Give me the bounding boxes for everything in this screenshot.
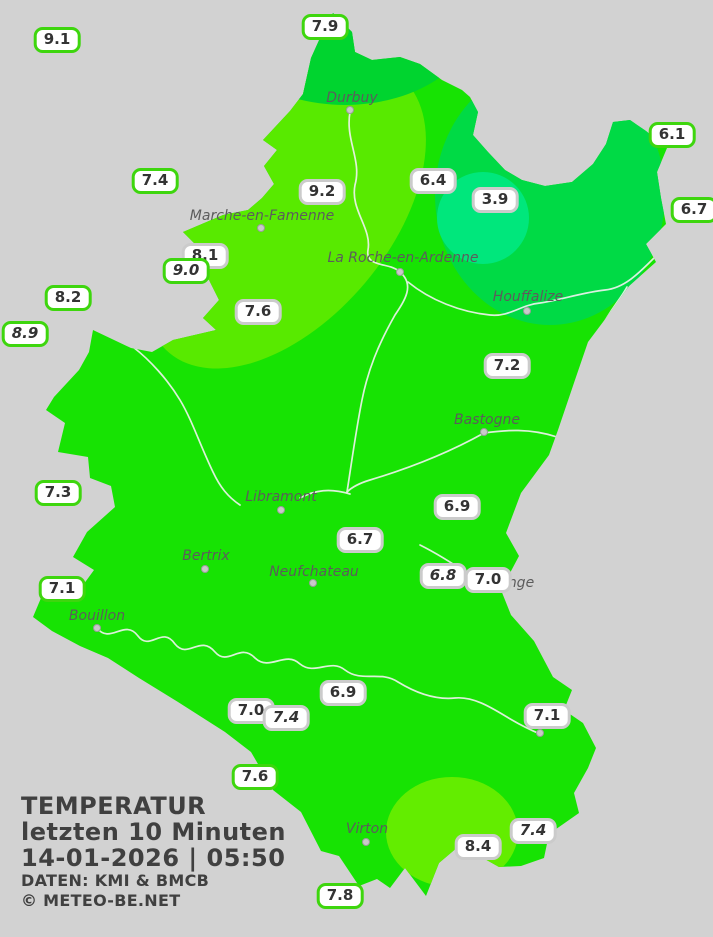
copyright: © METEO-BE.NET — [21, 891, 181, 910]
station-temperature-label: 7.0 — [464, 567, 512, 593]
station-temperature-label: 6.9 — [319, 680, 367, 706]
station-temperature-label: 6.9 — [433, 494, 481, 520]
station-temperature-label: 3.9 — [471, 187, 519, 213]
station-temperature-label: 6.7 — [670, 197, 713, 223]
city-dot-marker — [536, 729, 544, 737]
city-name-label: Virton — [345, 821, 389, 837]
river-houffalize — [407, 256, 656, 316]
city-dot-marker — [93, 624, 101, 632]
station-temperature-label: 7.4 — [131, 168, 179, 194]
station-temperature-label: 7.6 — [234, 299, 282, 325]
city-name-label: Marche-en-Famenne — [189, 208, 335, 224]
city-dot-marker — [362, 838, 370, 846]
city-dot-marker — [396, 268, 404, 276]
data-sources: DATEN: KMI & BMCB — [21, 871, 210, 890]
station-temperature-label: 7.2 — [483, 353, 531, 379]
station-temperature-label: 7.4 — [262, 705, 310, 731]
city-dot-marker — [277, 506, 285, 514]
map-title: TEMPERATUR — [21, 792, 207, 820]
station-temperature-label: 7.4 — [509, 818, 557, 844]
zone-virton-warm — [386, 777, 518, 887]
station-temperature-label: 8.9 — [1, 321, 49, 347]
station-temperature-label: 6.4 — [409, 168, 457, 194]
city-dot-marker — [309, 579, 317, 587]
city-dot-marker — [257, 224, 265, 232]
station-temperature-label: 8.2 — [44, 285, 92, 311]
title-block: TEMPERATUR letzten 10 Minuten 14-01-2026… — [21, 793, 286, 911]
station-temperature-label: 7.8 — [316, 883, 364, 909]
map-subtitle: letzten 10 Minuten — [21, 818, 287, 846]
station-temperature-label: 9.0 — [162, 258, 210, 284]
station-temperature-label: 6.7 — [336, 527, 384, 553]
city-name-label: La Roche-en-Ardenne — [327, 250, 479, 266]
station-temperature-label: 7.1 — [38, 576, 86, 602]
river-libramont — [299, 489, 351, 499]
city-dot-marker — [201, 565, 209, 573]
station-temperature-label: 7.3 — [34, 480, 82, 506]
city-name-label: nge — [507, 575, 535, 591]
station-temperature-label: 7.6 — [231, 764, 279, 790]
city-dot-marker — [346, 106, 354, 114]
city-name-label: Bouillon — [68, 608, 126, 624]
city-name-label: Libramont — [245, 489, 317, 505]
city-name-label: Houffalize — [492, 289, 564, 305]
river-bastogne — [346, 429, 558, 493]
city-name-label: Durbuy — [326, 90, 378, 106]
river-west-branch — [132, 346, 241, 506]
station-temperature-label: 7.1 — [523, 703, 571, 729]
city-dot-marker — [523, 307, 531, 315]
city-name-label: Bertrix — [182, 548, 230, 564]
city-name-label: Neufchateau — [269, 564, 359, 580]
station-temperature-label: 9.1 — [33, 27, 81, 53]
station-temperature-label: 8.4 — [454, 834, 502, 860]
river-semois — [96, 627, 541, 735]
station-temperature-label: 9.2 — [298, 179, 346, 205]
map-datetime: 14-01-2026 | 05:50 — [21, 844, 286, 872]
station-temperature-label: 7.9 — [301, 14, 349, 40]
station-temperature-label: 6.1 — [648, 122, 696, 148]
station-temperature-label: 6.8 — [419, 563, 467, 589]
city-name-label: Bastogne — [454, 412, 520, 428]
city-dot-marker — [480, 428, 488, 436]
